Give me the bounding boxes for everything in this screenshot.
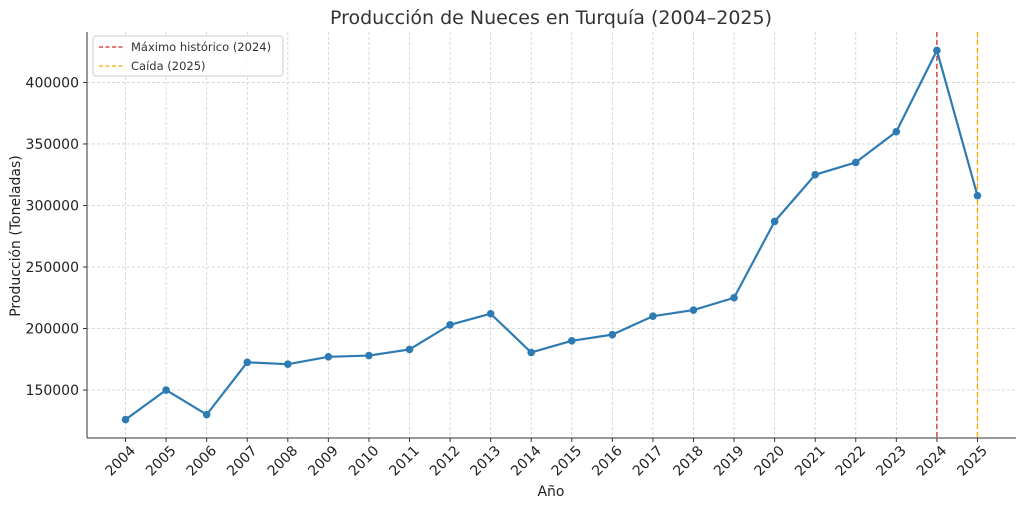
x-tick-label: 2005 (143, 443, 180, 480)
data-point (851, 158, 860, 167)
x-tick-label: 2007 (224, 443, 261, 480)
data-point (121, 415, 130, 424)
legend-box (92, 35, 284, 77)
x-tick-label: 2020 (752, 443, 789, 480)
x-tick-label: 2018 (670, 443, 707, 480)
x-tick-label: 2016 (589, 443, 626, 480)
data-point (486, 309, 495, 318)
data-point (892, 127, 901, 136)
legend-drop-label: Caída (2025) (131, 59, 206, 73)
x-tick-label: 2008 (265, 443, 302, 480)
legend-peak-label: Máximo histórico (2024) (131, 40, 271, 54)
x-tick-label: 2014 (508, 443, 545, 480)
data-point (973, 191, 982, 200)
data-point (811, 170, 819, 179)
x-tick-label: 2015 (549, 443, 586, 480)
x-tick-label: 2006 (184, 443, 221, 480)
data-point (284, 360, 292, 368)
x-tick-label: 2012 (427, 443, 464, 480)
data-point (608, 330, 617, 339)
data-point (567, 337, 576, 345)
y-tick-label: 200000 (26, 322, 79, 338)
data-point (324, 353, 333, 361)
data-point (933, 46, 941, 55)
x-tick-label: 2011 (386, 443, 423, 480)
y-tick-label: 350000 (26, 137, 79, 153)
data-point (365, 351, 373, 360)
x-tick-label: 2019 (711, 443, 748, 480)
data-point (446, 321, 454, 329)
grid (87, 32, 1016, 438)
data-point (405, 345, 414, 354)
y-tick-label: 300000 (26, 198, 79, 214)
x-tick-label: 2017 (630, 443, 667, 480)
data-point (770, 217, 779, 226)
x-tick-label: 2010 (346, 443, 383, 480)
y-tick-label: 400000 (26, 75, 79, 91)
y-tick-label: 250000 (26, 260, 79, 276)
data-point (162, 386, 170, 394)
reference-lines (936, 32, 979, 438)
legend: Máximo histórico (2024) Caída (2025) (92, 35, 284, 77)
x-tick-label: 2004 (102, 443, 139, 480)
axes: 2004 2005 2006 2007 2008 2009 2010 2011 2012 2013… (26, 32, 1016, 479)
data-point (527, 348, 536, 357)
x-tick-label: 2009 (305, 443, 342, 480)
data-series (121, 46, 982, 424)
x-tick-label: 2023 (873, 443, 910, 480)
y-axis-label: Producción (Toneladas) (8, 155, 24, 317)
data-point (689, 306, 698, 314)
x-tick-label: 2025 (954, 443, 991, 480)
data-point (243, 358, 252, 367)
chart-title: Producción de Nueces en Turquía (2004–20… (330, 7, 772, 29)
data-point (730, 293, 738, 302)
x-tick-label: 2021 (792, 443, 829, 480)
x-tick-label: 2024 (914, 443, 951, 480)
y-tick-label: 150000 (26, 383, 79, 399)
data-point (202, 410, 211, 419)
series-line (124, 49, 979, 421)
data-point (649, 312, 657, 321)
x-tick-label: 2022 (833, 443, 870, 480)
x-tick-label: 2013 (468, 443, 505, 480)
x-axis-label: Año (537, 484, 564, 500)
